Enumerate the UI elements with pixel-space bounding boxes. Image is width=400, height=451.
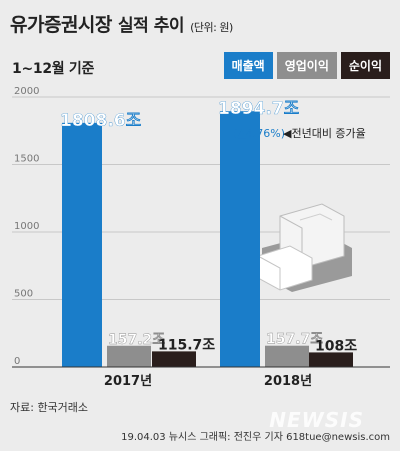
bar-operating-profit	[265, 345, 309, 367]
x-axis: 2017년 2018년	[12, 366, 390, 389]
y-tick-label: 500	[14, 289, 33, 300]
y-tick-label: 0	[14, 356, 20, 367]
watermark: NEWSIS	[269, 408, 364, 432]
chart-title: 유가증권시장 실적 추이 (단위: 원)	[10, 10, 233, 37]
bar-revenue	[62, 122, 102, 367]
data-label-revenue: 1894.7조	[218, 99, 300, 119]
y-tick-labels: 0 500 1000 1500 2000	[14, 86, 39, 367]
legend-revenue: 매출액	[223, 52, 273, 79]
data-label-operating-profit: 157.7조	[266, 332, 323, 348]
data-label-revenue: 1808.6조	[60, 111, 142, 131]
title-sub: 실적 추이	[118, 16, 184, 36]
legend-operating-profit: 영업이익	[276, 52, 337, 79]
legend-net-profit: 순이익	[340, 52, 390, 79]
money-stack-illustration	[257, 203, 352, 292]
bar-net-profit	[309, 352, 353, 367]
x-tick-label: 2017년	[104, 374, 152, 389]
credit-line: 19.04.03 뉴시스 그래픽: 전진우 기자 618tue@newsis.c…	[121, 432, 390, 443]
title-main: 유가증권시장	[10, 14, 112, 36]
bar-net-profit	[152, 351, 196, 367]
data-label-operating-profit: 157.2조	[108, 332, 165, 348]
growth-note: ◀전년대비 증가율	[283, 127, 366, 140]
y-tick-label: 1500	[14, 154, 39, 165]
bar-revenue	[220, 111, 260, 367]
y-tick-label: 2000	[14, 86, 39, 97]
y-tick-label: 1000	[14, 221, 39, 232]
source-label: 자료: 한국거래소	[10, 401, 89, 414]
x-tick-label: 2018년	[264, 374, 312, 389]
bar-operating-profit	[107, 345, 151, 367]
chart-subtitle: 1~12월 기준	[12, 61, 95, 77]
unit-label: (단위: 원)	[190, 21, 233, 34]
legend: 매출액 영업이익 순이익	[223, 52, 390, 79]
data-label-net-profit: 108조	[315, 338, 357, 354]
data-label-net-profit: 115.7조	[158, 337, 215, 353]
bars	[62, 111, 353, 367]
growth-annotation: (▲4.76%)	[233, 127, 285, 140]
